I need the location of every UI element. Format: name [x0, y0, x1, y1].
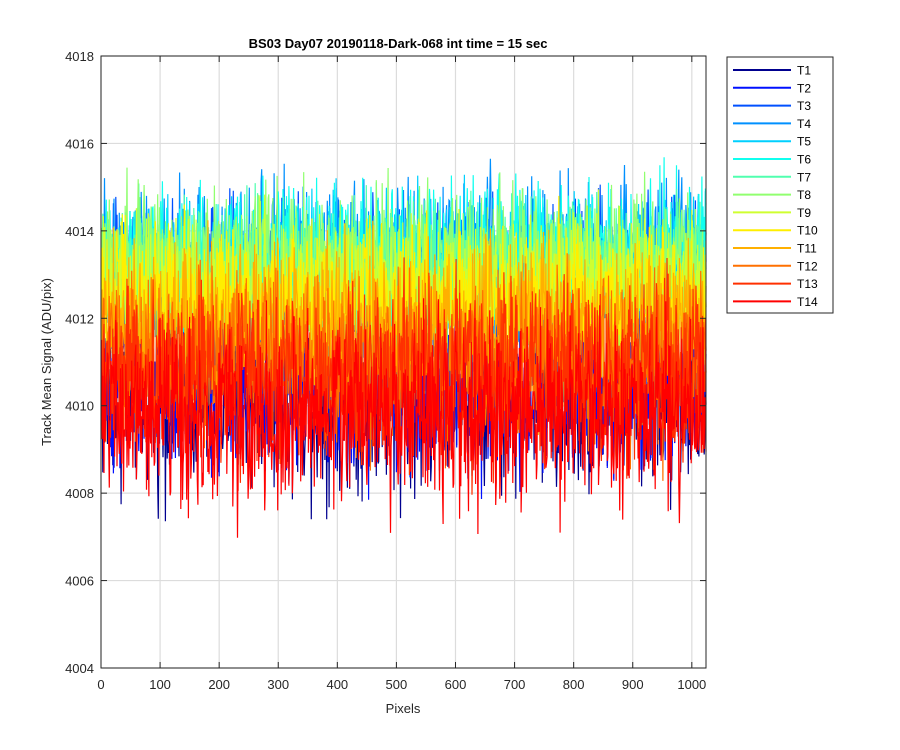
y-tick-label: 4006 [65, 574, 94, 589]
y-tick-label: 4012 [65, 311, 94, 326]
legend-label-t3: T3 [797, 99, 811, 113]
x-tick-label: 400 [326, 677, 348, 692]
legend-label-t10: T10 [797, 224, 818, 238]
y-tick-label: 4016 [65, 136, 94, 151]
x-tick-label: 1000 [677, 677, 706, 692]
legend-label-t7: T7 [797, 170, 811, 184]
x-tick-label: 900 [622, 677, 644, 692]
legend-label-t8: T8 [797, 188, 811, 202]
series-line-t14 [101, 298, 707, 538]
legend-box [726, 56, 834, 314]
y-axis-label: Track Mean Signal (ADU/pix) [39, 278, 54, 446]
legend: T1 T2 T3 T4 T5 T6 T7 T8 T9 T10 T11 T12 T13 T14 [726, 56, 834, 314]
chart-title: BS03 Day07 20190118-Dark-068 int time = … [249, 36, 548, 51]
y-tick-label: 4004 [65, 661, 94, 676]
legend-label-t1: T1 [797, 64, 811, 78]
legend-label-t12: T12 [797, 259, 818, 273]
x-tick-label: 500 [386, 677, 408, 692]
legend-label-t4: T4 [797, 117, 811, 131]
legend-label-t2: T2 [797, 81, 811, 95]
axes-box [100, 55, 707, 669]
y-tick-label: 4010 [65, 399, 94, 414]
legend-label-t11: T11 [797, 242, 817, 256]
y-tick-label: 4014 [65, 224, 94, 239]
x-tick-label: 200 [208, 677, 230, 692]
x-tick-label: 600 [445, 677, 467, 692]
legend-label-t9: T9 [797, 206, 811, 220]
x-tick-label: 800 [563, 677, 585, 692]
legend-label-t6: T6 [797, 153, 811, 167]
legend-label-t14: T14 [797, 295, 818, 309]
x-tick-label: 300 [267, 677, 289, 692]
x-tick-label: 700 [504, 677, 526, 692]
ticks: 0 100 200 300 400 500 600 700 800 900 1000 4004 4006… [65, 49, 706, 692]
legend-label-t5: T5 [797, 135, 811, 149]
y-tick-label: 4008 [65, 486, 94, 501]
legend-label-t13: T13 [797, 277, 818, 291]
series-group [101, 157, 707, 538]
x-axis-label: Pixels [386, 701, 421, 716]
x-tick-label: 100 [149, 677, 171, 692]
y-tick-label: 4018 [65, 49, 94, 64]
x-tick-label: 0 [97, 677, 104, 692]
